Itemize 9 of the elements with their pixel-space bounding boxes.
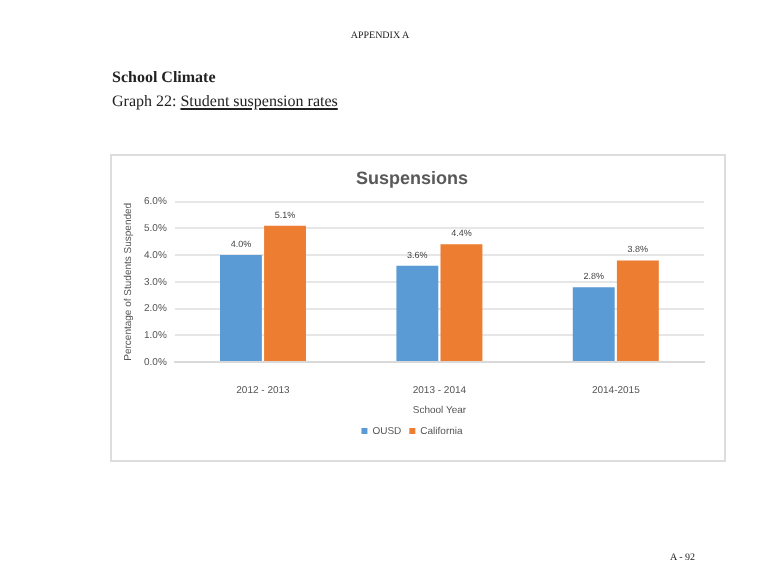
bar: [264, 225, 306, 361]
bar: [396, 265, 439, 361]
text: School Climate: [112, 68, 216, 86]
bar: [572, 287, 615, 361]
bar: [220, 255, 262, 361]
bar: [616, 260, 659, 361]
bar: [440, 244, 483, 361]
caption: Graph 22: Student suspension rates: [112, 92, 338, 110]
chart-title: Suspensions: [355, 167, 469, 188]
